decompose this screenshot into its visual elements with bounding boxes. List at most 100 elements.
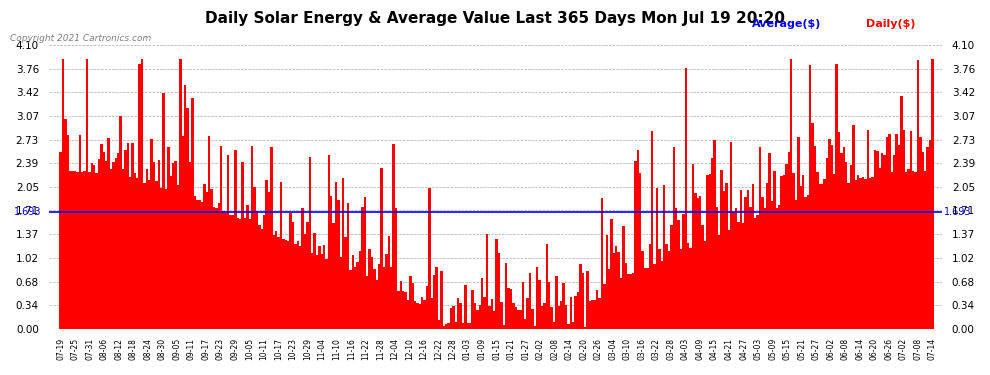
- Bar: [594, 300, 596, 329]
- Bar: [651, 131, 653, 329]
- Bar: [726, 183, 728, 329]
- Bar: [124, 150, 127, 329]
- Bar: [177, 185, 179, 329]
- Bar: [230, 214, 232, 329]
- Bar: [591, 300, 594, 329]
- Bar: [859, 178, 861, 329]
- Bar: [134, 173, 136, 329]
- Bar: [78, 135, 81, 329]
- Bar: [397, 291, 400, 329]
- Bar: [608, 268, 610, 329]
- Bar: [701, 225, 704, 329]
- Bar: [227, 155, 230, 329]
- Bar: [544, 303, 545, 329]
- Bar: [363, 197, 366, 329]
- Bar: [665, 244, 668, 329]
- Bar: [201, 202, 203, 329]
- Bar: [69, 171, 71, 329]
- Bar: [895, 134, 898, 329]
- Bar: [247, 205, 248, 329]
- Bar: [297, 242, 299, 329]
- Bar: [507, 288, 510, 329]
- Bar: [157, 160, 160, 329]
- Bar: [263, 214, 265, 329]
- Bar: [446, 324, 447, 329]
- Bar: [86, 58, 88, 329]
- Bar: [749, 207, 751, 329]
- Bar: [260, 229, 263, 329]
- Bar: [910, 131, 912, 329]
- Bar: [429, 188, 431, 329]
- Bar: [375, 280, 378, 329]
- Bar: [275, 231, 277, 329]
- Bar: [903, 130, 905, 329]
- Bar: [924, 171, 927, 329]
- Bar: [174, 161, 177, 329]
- Bar: [675, 208, 677, 329]
- Bar: [807, 195, 809, 329]
- Bar: [829, 139, 831, 329]
- Bar: [385, 254, 387, 329]
- Bar: [284, 240, 287, 329]
- Bar: [162, 93, 164, 329]
- Bar: [567, 324, 569, 329]
- Bar: [778, 205, 780, 329]
- Bar: [136, 178, 139, 329]
- Bar: [395, 208, 397, 329]
- Bar: [529, 273, 532, 329]
- Bar: [888, 134, 891, 329]
- Bar: [640, 173, 642, 329]
- Bar: [883, 155, 886, 329]
- Bar: [309, 158, 311, 329]
- Bar: [623, 226, 625, 329]
- Bar: [680, 249, 682, 329]
- Bar: [539, 280, 541, 329]
- Bar: [824, 178, 826, 329]
- Bar: [927, 147, 929, 329]
- Bar: [433, 275, 436, 329]
- Bar: [139, 64, 141, 329]
- Bar: [59, 153, 61, 329]
- Bar: [711, 158, 714, 329]
- Bar: [579, 264, 581, 329]
- Bar: [129, 177, 132, 329]
- Bar: [812, 123, 814, 329]
- Text: Daily Solar Energy & Average Value Last 365 Days Mon Jul 19 20:20: Daily Solar Energy & Average Value Last …: [205, 11, 785, 26]
- Bar: [527, 297, 529, 329]
- Bar: [483, 297, 486, 329]
- Bar: [268, 192, 270, 329]
- Bar: [306, 222, 309, 329]
- Bar: [847, 183, 849, 329]
- Bar: [831, 145, 833, 329]
- Bar: [500, 302, 503, 329]
- Bar: [98, 159, 100, 329]
- Bar: [232, 216, 235, 329]
- Bar: [574, 296, 577, 329]
- Bar: [105, 161, 107, 329]
- Bar: [876, 151, 878, 329]
- Bar: [912, 171, 915, 329]
- Bar: [658, 249, 660, 329]
- Bar: [491, 299, 493, 329]
- Bar: [346, 203, 349, 329]
- Bar: [454, 322, 457, 329]
- Bar: [340, 257, 343, 329]
- Bar: [361, 207, 363, 329]
- Bar: [642, 251, 644, 329]
- Bar: [869, 178, 871, 329]
- Bar: [328, 155, 330, 329]
- Bar: [817, 172, 819, 329]
- Bar: [167, 147, 169, 329]
- Bar: [74, 171, 76, 329]
- Bar: [292, 222, 294, 329]
- Bar: [922, 152, 924, 329]
- Bar: [316, 255, 318, 329]
- Bar: [493, 310, 495, 329]
- Bar: [474, 303, 476, 329]
- Bar: [845, 162, 847, 329]
- Bar: [196, 201, 198, 329]
- Bar: [160, 188, 162, 329]
- Bar: [515, 308, 517, 329]
- Bar: [821, 184, 824, 329]
- Bar: [330, 196, 333, 329]
